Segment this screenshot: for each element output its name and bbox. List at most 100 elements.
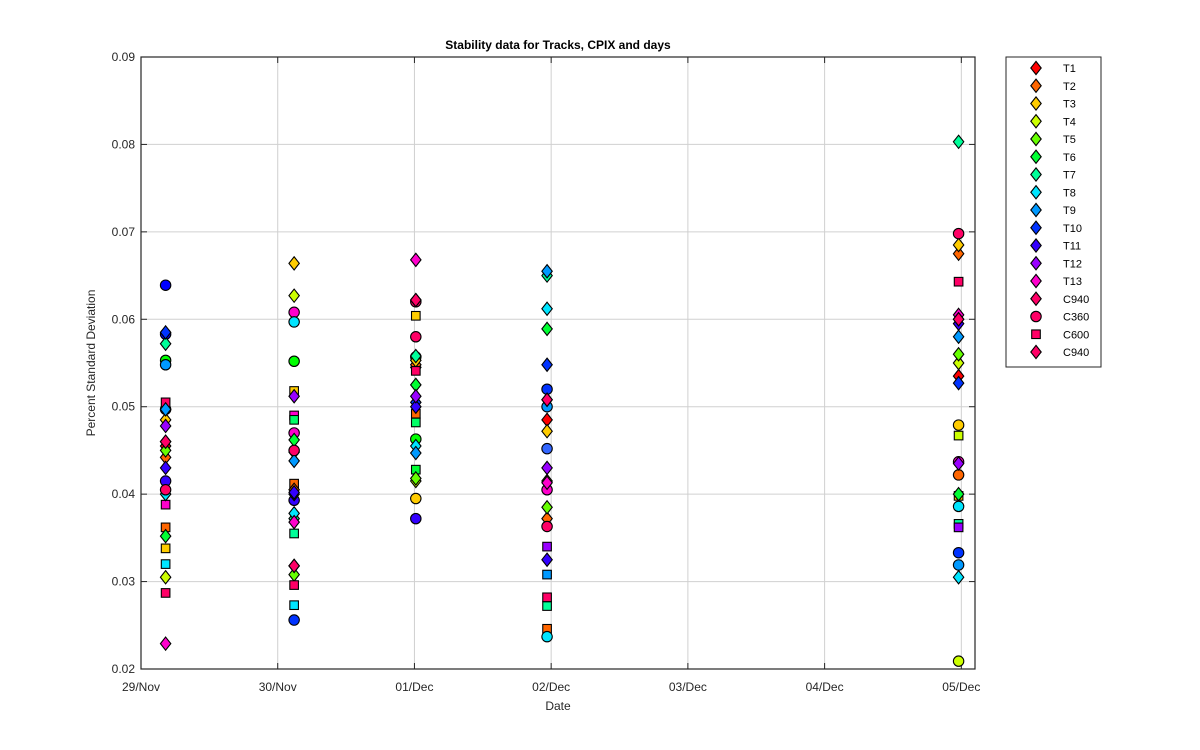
- legend-entry-t2: T2: [1030, 78, 1076, 94]
- y-tick-label: 0.06: [112, 312, 136, 326]
- data-point-c940: [409, 292, 422, 308]
- data-point-c600: [410, 366, 421, 376]
- data-point-c600: [160, 588, 171, 598]
- legend-label: T11: [1063, 241, 1081, 253]
- legend-entry-t11: T11: [1030, 238, 1081, 253]
- data-point-t13: [159, 636, 172, 652]
- data-point-c360: [541, 520, 553, 533]
- data-point-circle: [288, 316, 300, 328]
- legend-entry-t3: T3: [1030, 96, 1076, 111]
- legend-label: T5: [1063, 134, 1076, 146]
- data-point-c940: [288, 558, 301, 574]
- y-tick-label: 0.08: [112, 137, 136, 151]
- legend-box: [1005, 56, 1102, 368]
- data-point-circle: [288, 355, 300, 368]
- chart-title: Stability data for Tracks, CPIX and days: [445, 38, 671, 52]
- data-point-t7: [409, 348, 422, 364]
- data-point-circle: [952, 559, 965, 571]
- axes-box: [140, 56, 976, 670]
- legend-marker-t11: [1030, 238, 1042, 253]
- legend-label: C940: [1063, 347, 1089, 359]
- data-point-t13: [288, 514, 301, 530]
- data-point-t9: [541, 263, 553, 279]
- data-point-circle: [159, 279, 172, 291]
- data-point-square: [953, 522, 964, 533]
- legend-label: C360: [1063, 312, 1089, 324]
- legend-label: T7: [1063, 170, 1076, 182]
- legend-entry-c940: C940: [1030, 291, 1089, 307]
- legend-label: C600: [1063, 329, 1089, 341]
- data-point-square: [160, 543, 171, 554]
- data-point-t12: [541, 460, 553, 476]
- legend-label: T12: [1063, 258, 1082, 270]
- data-point-t6: [159, 528, 172, 544]
- legend-marker-t12: [1030, 255, 1042, 271]
- legend-marker-t3: [1030, 96, 1042, 111]
- legend-marker-t5: [1030, 131, 1042, 147]
- legend-entry-t13: T13: [1030, 273, 1082, 289]
- data-point-t6: [952, 486, 965, 502]
- data-point-t9: [288, 453, 301, 469]
- legend-entry-t10: T10: [1030, 220, 1082, 236]
- legend-marker-c940: [1030, 291, 1042, 307]
- legend-entry-t4: T4: [1030, 113, 1076, 129]
- legend-marker-c940: [1030, 344, 1042, 360]
- y-tick-label: 0.03: [112, 575, 136, 589]
- data-markers: [159, 134, 965, 667]
- plot-area: [140, 56, 976, 670]
- legend-marker-c360: [1030, 310, 1042, 323]
- data-point-t2: [952, 246, 965, 262]
- legend-entry-c600: C600: [1031, 329, 1089, 341]
- data-point-c360: [159, 484, 172, 496]
- y-tick-label: 0.04: [112, 487, 136, 501]
- data-point-t12: [409, 388, 422, 404]
- axes-background: [141, 57, 975, 669]
- data-point-square: [542, 601, 552, 611]
- data-point-c360: [952, 227, 965, 240]
- data-point-c600: [289, 580, 299, 590]
- data-point-square: [289, 528, 299, 539]
- data-point-c940: [952, 311, 965, 327]
- legend-marker-t2: [1030, 78, 1042, 94]
- data-point-t9: [952, 329, 965, 345]
- data-point-t11: [409, 399, 422, 415]
- data-point-circle: [159, 358, 172, 371]
- data-point-t5: [159, 442, 172, 458]
- data-point-t12: [952, 456, 965, 472]
- y-tick-label: 0.07: [112, 225, 136, 239]
- data-point-circle: [288, 306, 300, 319]
- data-point-t4: [288, 288, 301, 304]
- legend-entries: T1 T2 T3 T4 T5 T6 T7 T8 T9 T10 T11 T12 T13 C940 C360 C6…: [1030, 60, 1089, 360]
- data-point-t10: [541, 357, 553, 373]
- data-point-c360: [410, 331, 422, 343]
- data-point-t12: [288, 388, 301, 404]
- data-point-square: [953, 430, 964, 441]
- data-point-c600: [542, 592, 552, 603]
- data-point-t5: [409, 470, 422, 486]
- data-point-circle: [410, 512, 422, 525]
- data-point-t11: [288, 484, 301, 500]
- legend-label: T4: [1063, 116, 1076, 128]
- legend-marker-t8: [1030, 184, 1042, 200]
- legend-entry-t7: T7: [1030, 167, 1076, 182]
- data-point-square: [410, 310, 421, 321]
- data-point-circle: [952, 546, 965, 559]
- data-point-t13: [409, 252, 422, 268]
- data-point-square: [289, 600, 299, 611]
- x-axis-label: Date: [545, 699, 571, 713]
- x-tick-label: 01/Dec: [395, 680, 433, 694]
- x-tick-label: 29/Nov: [122, 680, 160, 694]
- legend-entry-t5: T5: [1030, 131, 1076, 147]
- legend-entry-t1: T1: [1030, 60, 1076, 76]
- data-point-t11: [541, 552, 553, 568]
- y-tick-label: 0.09: [112, 50, 136, 64]
- data-point-t8: [541, 301, 553, 317]
- legend-label: T9: [1063, 205, 1076, 217]
- legend-marker-t7: [1030, 167, 1042, 182]
- y-axis-label: Percent Standard Deviation: [84, 290, 98, 437]
- data-point-circle: [952, 655, 965, 667]
- x-tick-label: 03/Dec: [669, 680, 707, 694]
- legend: T1 T2 T3 T4 T5 T6 T7 T8 T9 T10 T11 T12 T13 C940 C360 C6…: [1005, 56, 1102, 368]
- data-point-t4: [159, 569, 172, 585]
